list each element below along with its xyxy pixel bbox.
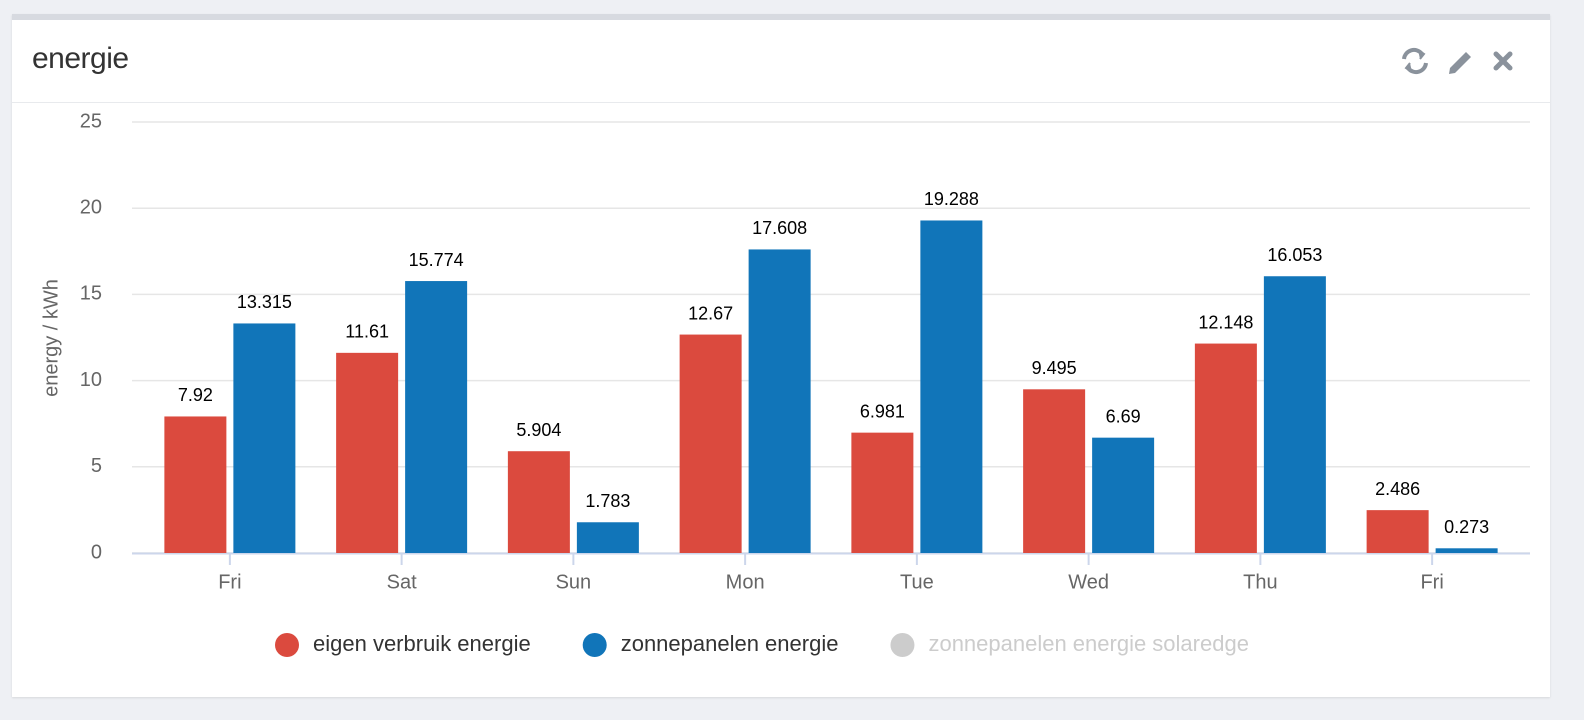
bar xyxy=(507,451,570,553)
legend-label[interactable]: eigen verbruik energie xyxy=(313,631,531,656)
legend-label[interactable]: zonnepanelen energie solaredge xyxy=(928,631,1248,656)
bar xyxy=(1023,389,1086,553)
legend-swatch xyxy=(582,633,607,657)
legend-swatch xyxy=(275,633,299,657)
bar xyxy=(576,522,639,553)
data-label: 19.288 xyxy=(924,189,979,209)
x-tick-label: Fri xyxy=(1420,571,1443,593)
bar xyxy=(920,220,983,553)
edit-icon[interactable] xyxy=(1449,52,1471,74)
x-tick-label: Wed xyxy=(1068,571,1109,593)
y-tick-label: 20 xyxy=(80,196,102,218)
bar xyxy=(336,352,399,553)
y-tick-label: 10 xyxy=(80,369,102,391)
data-label: 1.783 xyxy=(585,491,630,511)
data-label: 11.61 xyxy=(345,322,389,342)
bar xyxy=(851,432,914,553)
bar xyxy=(164,416,227,553)
bar xyxy=(1435,548,1498,553)
widget-actions xyxy=(1402,47,1513,75)
data-label: 9.495 xyxy=(1032,358,1077,378)
bar xyxy=(1366,510,1429,553)
data-label: 6.981 xyxy=(860,401,905,421)
data-label: 16.053 xyxy=(1267,245,1322,265)
bar xyxy=(1092,437,1155,553)
y-tick-label: 15 xyxy=(80,283,102,305)
x-tick-label: Sat xyxy=(387,571,417,593)
data-label: 0.273 xyxy=(1444,517,1489,537)
y-tick-label: 0 xyxy=(91,541,102,563)
bar xyxy=(748,249,811,553)
widget-header: energie xyxy=(12,20,1550,103)
legend-label[interactable]: zonnepanelen energie xyxy=(621,631,839,656)
bar xyxy=(679,334,742,553)
widget-title: energie xyxy=(32,42,129,75)
x-tick-label: Sun xyxy=(556,571,592,593)
y-tick-label: 5 xyxy=(91,455,102,477)
data-label: 5.904 xyxy=(516,420,561,440)
data-label: 12.148 xyxy=(1198,312,1253,332)
legend-swatch xyxy=(890,633,915,657)
refresh-icon[interactable] xyxy=(1402,47,1428,75)
bar xyxy=(233,323,296,553)
y-axis-title: energy / kWh xyxy=(40,279,62,397)
bar xyxy=(1194,343,1257,553)
bar xyxy=(405,281,468,553)
bar xyxy=(1263,276,1326,553)
close-icon[interactable] xyxy=(1493,51,1513,71)
data-label: 12.67 xyxy=(688,303,733,323)
x-tick-label: Thu xyxy=(1243,571,1277,593)
data-label: 6.69 xyxy=(1106,406,1141,426)
x-tick-label: Mon xyxy=(726,571,765,593)
data-label: 15.774 xyxy=(409,250,464,270)
y-tick-label: 25 xyxy=(80,110,102,132)
x-tick-label: Tue xyxy=(900,571,934,593)
x-tick-label: Fri xyxy=(218,571,241,593)
data-label: 7.92 xyxy=(178,385,213,405)
data-label: 17.608 xyxy=(752,218,807,238)
data-label: 2.486 xyxy=(1375,479,1420,499)
data-label: 13.315 xyxy=(237,292,292,312)
